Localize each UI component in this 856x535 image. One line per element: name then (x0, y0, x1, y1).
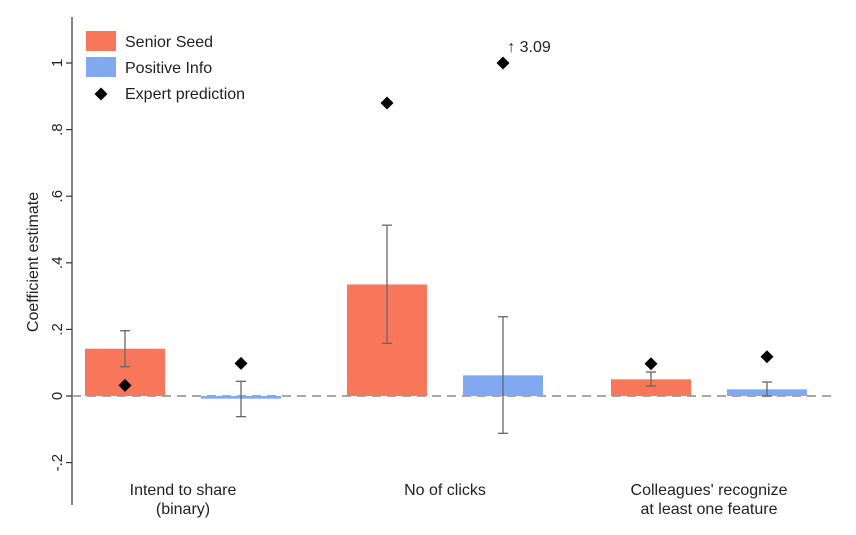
y-tick-label: 0 (49, 392, 66, 400)
category-label: No of clicks (404, 482, 486, 499)
y-tick-label: -.2 (49, 454, 66, 472)
annotation-label: ↑ 3.09 (507, 39, 551, 56)
y-tick-label: .8 (49, 123, 66, 136)
legend: Senior Seed Positive Info Expert predictio… (86, 31, 245, 103)
category-label: Intend to share (130, 482, 237, 499)
legend-label: Positive Info (125, 60, 212, 77)
expert-prediction-marker (234, 356, 248, 370)
category-label: at least one feature (641, 501, 778, 518)
category-label: (binary) (156, 501, 210, 518)
error-bar (646, 371, 656, 387)
y-tick-label: .4 (49, 257, 66, 270)
error-bars (120, 224, 772, 434)
legend-label: Expert prediction (125, 86, 245, 103)
error-bar (762, 381, 772, 397)
y-axis: -.2 0 .2 .4 .6 .8 1 (49, 17, 73, 505)
y-axis-label: Coefficient estimate (25, 192, 42, 332)
bars (85, 284, 807, 399)
expert-prediction-marker (760, 350, 774, 364)
legend-expert-marker (94, 87, 108, 101)
legend-swatch (86, 57, 116, 77)
category-labels: Intend to share (binary) No of clicks Colle… (130, 482, 788, 518)
legend-swatch (86, 31, 116, 51)
y-tick-label: .6 (49, 190, 66, 203)
category-label: Colleagues' recognize (631, 482, 788, 499)
legend-label: Senior Seed (125, 34, 213, 51)
expert-markers (118, 56, 774, 392)
y-tick-label: .2 (49, 323, 66, 336)
y-tick-label: 1 (49, 59, 66, 67)
expert-prediction-marker (380, 96, 394, 110)
expert-prediction-marker (118, 378, 132, 392)
error-bar (382, 224, 392, 345)
error-bar (498, 316, 508, 434)
bar (611, 379, 691, 396)
error-bar (120, 330, 130, 368)
expert-prediction-marker (496, 56, 510, 70)
error-bar (236, 380, 246, 418)
expert-prediction-marker (644, 357, 658, 371)
